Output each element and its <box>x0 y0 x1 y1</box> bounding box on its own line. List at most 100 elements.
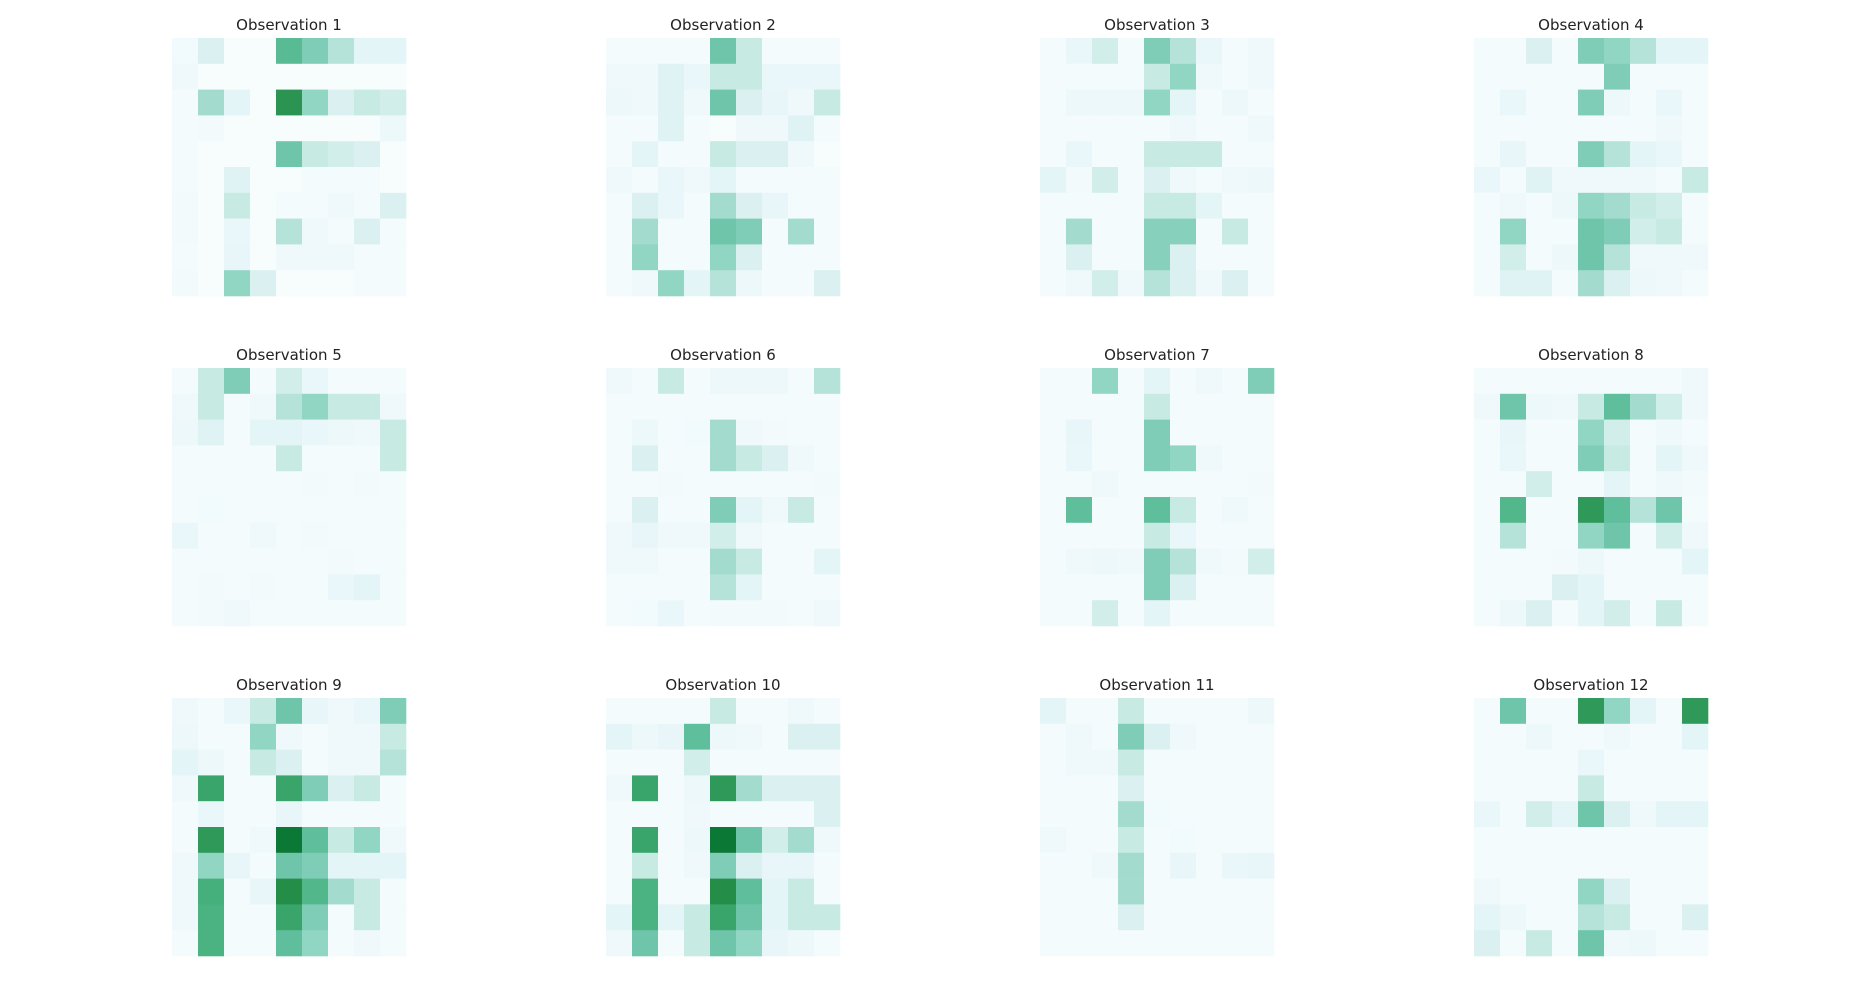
heatmap-cell <box>1552 115 1579 142</box>
heatmap-cell <box>1500 419 1527 446</box>
heatmap-cell <box>172 723 199 750</box>
heatmap-cell <box>172 419 199 446</box>
heatmap-cell <box>684 775 711 802</box>
heatmap-cell <box>302 497 329 524</box>
heatmap-cell <box>1578 419 1605 446</box>
heatmap-cell <box>1578 878 1605 905</box>
heatmap-cell <box>276 548 303 575</box>
heatmap-cell <box>1118 522 1145 549</box>
heatmap-cell <box>198 522 225 549</box>
heatmap-cell <box>1118 115 1145 142</box>
heatmap-cell <box>658 548 685 575</box>
heatmap-cell <box>302 393 329 420</box>
heatmap-cell <box>1656 141 1683 168</box>
heatmap-cell <box>1682 904 1709 931</box>
heatmap-cell <box>606 723 633 750</box>
heatmap-cell <box>1196 270 1223 297</box>
heatmap-cell <box>224 141 251 168</box>
heatmap-cell <box>1248 167 1275 194</box>
heatmap-cell <box>788 801 815 828</box>
heatmap-cell <box>1118 192 1145 219</box>
heatmap-cell <box>1604 115 1631 142</box>
heatmap-cell <box>788 749 815 776</box>
heatmap-cell <box>1656 419 1683 446</box>
heatmap-cell <box>224 167 251 194</box>
heatmap-cell <box>1040 723 1067 750</box>
panel-title: Observation 10 <box>665 676 780 694</box>
heatmap-cell <box>328 775 355 802</box>
heatmap-cell <box>172 574 199 601</box>
heatmap-cell <box>1656 497 1683 524</box>
heatmap-cell <box>1474 218 1501 245</box>
heatmap-cell <box>1092 904 1119 931</box>
heatmap-cell <box>710 445 737 472</box>
heatmap-cell <box>354 852 381 879</box>
heatmap-cell <box>684 827 711 854</box>
heatmap-cell <box>632 775 659 802</box>
heatmap-cell <box>1170 852 1197 879</box>
heatmap-cell <box>1170 445 1197 472</box>
heatmap-cell <box>1170 192 1197 219</box>
heatmap-cell <box>1040 368 1067 395</box>
heatmap-cell <box>1474 445 1501 472</box>
heatmap-cell <box>1630 368 1657 395</box>
heatmap-cell <box>1630 89 1657 116</box>
heatmap-cell <box>1170 167 1197 194</box>
heatmap-cell <box>1040 878 1067 905</box>
heatmap-cell <box>658 445 685 472</box>
heatmap-cell <box>1118 38 1145 65</box>
heatmap-cell <box>632 445 659 472</box>
heatmap-cell <box>1170 497 1197 524</box>
heatmap-cell <box>736 775 763 802</box>
heatmap-cell <box>1092 38 1119 65</box>
heatmap-cell <box>276 89 303 116</box>
heatmap-cell <box>1630 497 1657 524</box>
heatmap-cell <box>1092 471 1119 498</box>
heatmap-cell <box>1222 368 1249 395</box>
heatmap-cell <box>606 63 633 90</box>
heatmap-cell <box>1040 600 1067 627</box>
heatmap-cell <box>1144 878 1171 905</box>
heatmap-cell <box>1578 471 1605 498</box>
heatmap-cell <box>172 445 199 472</box>
heatmap-cell <box>1092 574 1119 601</box>
heatmap-cell <box>658 270 685 297</box>
heatmap-cell <box>1500 904 1527 931</box>
heatmap-cell <box>302 445 329 472</box>
heatmap-cell <box>1066 368 1093 395</box>
heatmap-cell <box>198 393 225 420</box>
heatmap-cell <box>1066 115 1093 142</box>
heatmap-cell <box>224 497 251 524</box>
heatmap-cell <box>1656 167 1683 194</box>
heatmap-cell <box>302 723 329 750</box>
heatmap-cell <box>198 115 225 142</box>
heatmap-cell <box>788 878 815 905</box>
heatmap-cell <box>814 749 841 776</box>
heatmap-cell <box>1630 749 1657 776</box>
heatmap-cell <box>302 548 329 575</box>
heatmap-cell <box>1196 497 1223 524</box>
heatmap-cell <box>788 827 815 854</box>
heatmap-cell <box>658 749 685 776</box>
heatmap-cell <box>788 167 815 194</box>
heatmap-cell <box>328 574 355 601</box>
heatmap-cell <box>632 801 659 828</box>
heatmap-cell <box>1578 445 1605 472</box>
heatmap-cell <box>1144 192 1171 219</box>
heatmap-cell <box>250 852 277 879</box>
heatmap-cell <box>380 38 407 65</box>
heatmap-cell <box>710 89 737 116</box>
heatmap-cell <box>1118 904 1145 931</box>
heatmap-cell <box>1474 192 1501 219</box>
heatmap-cell <box>1170 600 1197 627</box>
heatmap-cell <box>276 497 303 524</box>
heatmap-cell <box>1092 218 1119 245</box>
heatmap-cell <box>606 522 633 549</box>
heatmap-cell <box>762 270 789 297</box>
heatmap-cell <box>1500 600 1527 627</box>
heatmap-cell <box>814 419 841 446</box>
heatmap-cell <box>684 723 711 750</box>
heatmap-cell <box>198 600 225 627</box>
heatmap-cell <box>380 749 407 776</box>
heatmap-cell <box>1222 801 1249 828</box>
